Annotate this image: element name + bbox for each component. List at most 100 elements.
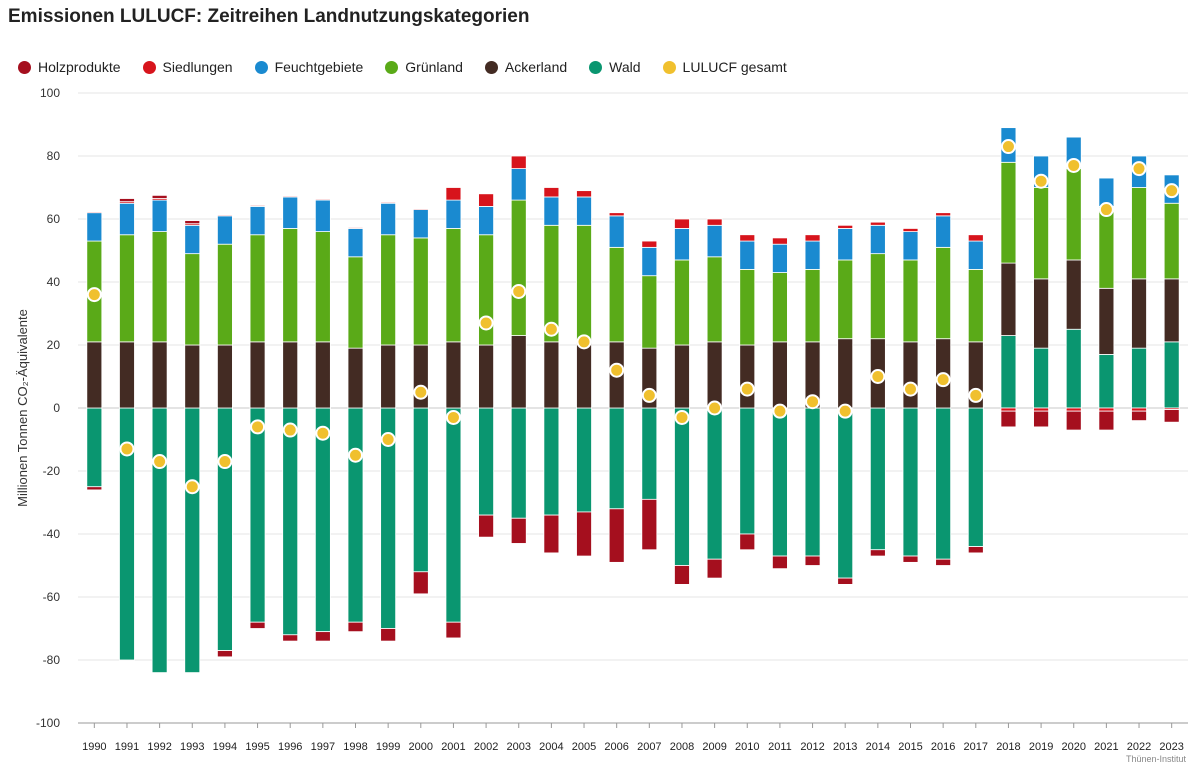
bar-segment bbox=[217, 214, 233, 217]
bar-segment bbox=[1000, 335, 1017, 409]
bar-segment bbox=[347, 256, 364, 349]
bar-segment bbox=[119, 234, 135, 343]
bar-segment bbox=[249, 407, 266, 623]
bar-segment bbox=[478, 344, 494, 409]
bar-segment bbox=[86, 486, 103, 491]
bar-segment bbox=[739, 407, 756, 535]
total-point bbox=[282, 422, 298, 438]
bar-segment bbox=[1131, 410, 1147, 421]
bar-segment bbox=[151, 341, 168, 409]
bar-segment bbox=[217, 243, 233, 346]
bar-segment bbox=[478, 407, 494, 516]
bar-segment bbox=[772, 555, 788, 570]
y-tick-label: 80 bbox=[47, 149, 61, 163]
bar-segment bbox=[935, 407, 952, 560]
bar-segment bbox=[706, 341, 723, 409]
x-tick-label: 2007 bbox=[637, 741, 661, 753]
bar-segment bbox=[543, 341, 560, 409]
bar-segment bbox=[641, 498, 658, 551]
bar-segment bbox=[804, 268, 821, 343]
x-tick-label: 2010 bbox=[735, 741, 759, 753]
y-tick-label: 60 bbox=[47, 212, 61, 226]
legend-label: LULUCF gesamt bbox=[682, 59, 787, 75]
bar-segment bbox=[151, 407, 168, 674]
bar-segment bbox=[1000, 161, 1017, 264]
bar-segment bbox=[641, 240, 658, 248]
bar-segment bbox=[902, 555, 919, 563]
x-tick-label: 2022 bbox=[1127, 741, 1151, 753]
bar-segment bbox=[641, 246, 658, 277]
bar-segment bbox=[772, 237, 788, 245]
y-axis-label: Millionen Tonnen CO₂-Äquivalente bbox=[15, 309, 30, 507]
bar-segment bbox=[1065, 328, 1082, 409]
bar-segment bbox=[706, 407, 723, 560]
bar-segment bbox=[282, 196, 299, 229]
bar-segment bbox=[249, 205, 266, 236]
bar-segment bbox=[739, 240, 756, 270]
total-point bbox=[511, 283, 527, 299]
bar-segment bbox=[184, 344, 201, 409]
bar-segment bbox=[739, 344, 756, 409]
bar-segment bbox=[445, 228, 462, 343]
bar-segment bbox=[706, 218, 723, 226]
x-tick-label: 2023 bbox=[1159, 741, 1183, 753]
y-tick-label: 40 bbox=[47, 275, 61, 289]
bar-segment bbox=[869, 221, 886, 226]
bar-segment bbox=[347, 621, 364, 633]
bar-segment bbox=[576, 196, 592, 226]
total-point bbox=[152, 454, 168, 470]
bar-segment bbox=[935, 215, 952, 248]
x-tick-label: 2011 bbox=[768, 741, 792, 753]
y-tick-label: 0 bbox=[53, 401, 60, 415]
bar-segment bbox=[902, 231, 919, 261]
total-point bbox=[935, 372, 951, 388]
bar-segment bbox=[380, 344, 397, 409]
bar-segment bbox=[935, 558, 952, 566]
bar-segment bbox=[674, 259, 690, 346]
bar-segment bbox=[314, 199, 331, 233]
bar-segment bbox=[706, 224, 723, 258]
bar-segment bbox=[510, 199, 527, 336]
bar-segment bbox=[119, 341, 135, 409]
bar-segment bbox=[347, 228, 364, 258]
bar-segment bbox=[380, 628, 397, 642]
bar-segment bbox=[119, 198, 135, 203]
bar-segment bbox=[967, 240, 984, 270]
bar-segment bbox=[249, 341, 266, 409]
legend-item: Wald bbox=[589, 59, 641, 75]
bar-segment bbox=[380, 201, 397, 204]
bar-segment bbox=[1131, 187, 1147, 280]
total-point bbox=[1131, 161, 1147, 177]
bar-segment bbox=[510, 335, 527, 409]
bar-segment bbox=[184, 253, 201, 346]
bar-segment bbox=[869, 549, 886, 557]
bar-segment bbox=[184, 220, 201, 225]
bar-segment bbox=[576, 224, 592, 343]
bar-segment bbox=[576, 511, 592, 557]
bar-segment bbox=[902, 407, 919, 557]
bar-segment bbox=[1065, 168, 1082, 261]
x-tick-label: 2018 bbox=[996, 741, 1020, 753]
bar-segment bbox=[706, 256, 723, 343]
bar-segment bbox=[576, 341, 592, 409]
legend-item: Ackerland bbox=[484, 59, 567, 75]
bar-segment bbox=[347, 347, 364, 409]
bar-segment bbox=[608, 407, 625, 510]
total-point bbox=[1066, 157, 1082, 173]
x-tick-label: 1991 bbox=[115, 741, 139, 753]
bar-segment bbox=[1065, 259, 1082, 330]
bar-segment bbox=[608, 508, 625, 563]
legend-label: Wald bbox=[609, 59, 641, 75]
bar-segment bbox=[804, 407, 821, 557]
legend-swatch bbox=[662, 60, 676, 74]
bar-segment bbox=[412, 237, 429, 346]
total-point bbox=[1164, 183, 1180, 199]
y-tick-label: -80 bbox=[43, 653, 61, 667]
bar-segment bbox=[1131, 407, 1147, 412]
bar-segment bbox=[837, 407, 854, 579]
bar-segment bbox=[804, 240, 821, 270]
bar-segment bbox=[804, 555, 821, 566]
bar-segment bbox=[1033, 407, 1049, 412]
bar-segment bbox=[772, 272, 788, 343]
